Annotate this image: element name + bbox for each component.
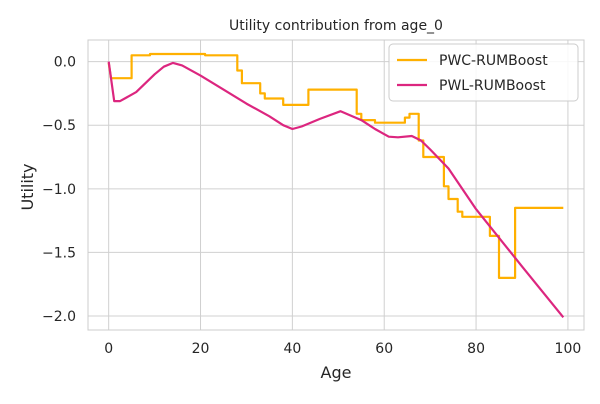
legend: PWC-RUMBoost PWL-RUMBoost	[388, 43, 579, 102]
x-tick-label: 60	[375, 341, 393, 357]
x-axis-title: Age	[321, 363, 352, 382]
legend-label: PWL-RUMBoost	[439, 78, 546, 94]
series-line-pwc-rumboost	[107, 52, 564, 279]
x-tick-label: 0	[104, 341, 113, 357]
y-tick-label: −2.0	[42, 309, 76, 325]
y-tick-label: −1.0	[42, 182, 76, 198]
y-tick-label: −1.5	[42, 245, 76, 261]
y-tick-label: 0.0	[54, 55, 76, 71]
series-line-pwl-rumboost	[107, 61, 565, 318]
x-tick-label: 100	[555, 341, 582, 357]
x-tick-label: 40	[283, 341, 301, 357]
y-tick-label: −0.5	[42, 118, 76, 134]
x-tick-label: 20	[192, 341, 210, 357]
legend-box	[388, 43, 579, 102]
plot-frame	[87, 39, 585, 331]
tick-labels: 0 20 40 60 80 100 0.0 −0.5 −1.0 −1.5 −2.0	[42, 55, 581, 357]
series-layer	[107, 52, 565, 318]
chart-title: Utility contribution from age_0	[229, 18, 443, 34]
legend-label: PWC-RUMBoost	[439, 53, 548, 69]
x-tick-label: 80	[467, 341, 485, 357]
y-axis-title: Utility	[18, 163, 37, 210]
